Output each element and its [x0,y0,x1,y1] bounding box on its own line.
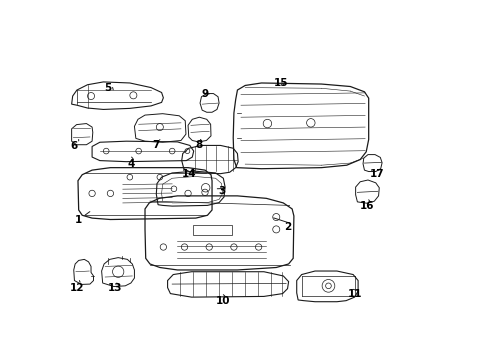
Text: 4: 4 [127,159,134,169]
Text: 11: 11 [346,289,361,298]
Text: 9: 9 [201,89,208,99]
Text: 17: 17 [369,168,384,179]
Text: 1: 1 [75,215,82,225]
Text: 12: 12 [69,283,84,293]
Text: 15: 15 [274,78,288,88]
Text: 5: 5 [104,82,111,93]
Text: 7: 7 [152,140,159,150]
Text: 13: 13 [107,283,122,293]
Text: 3: 3 [218,186,225,196]
Text: 10: 10 [215,296,229,306]
Text: 8: 8 [195,140,203,150]
Text: 6: 6 [71,141,78,152]
Text: 2: 2 [284,221,290,231]
Text: 14: 14 [181,169,196,179]
Text: 16: 16 [359,202,374,211]
Bar [193,225,232,235]
